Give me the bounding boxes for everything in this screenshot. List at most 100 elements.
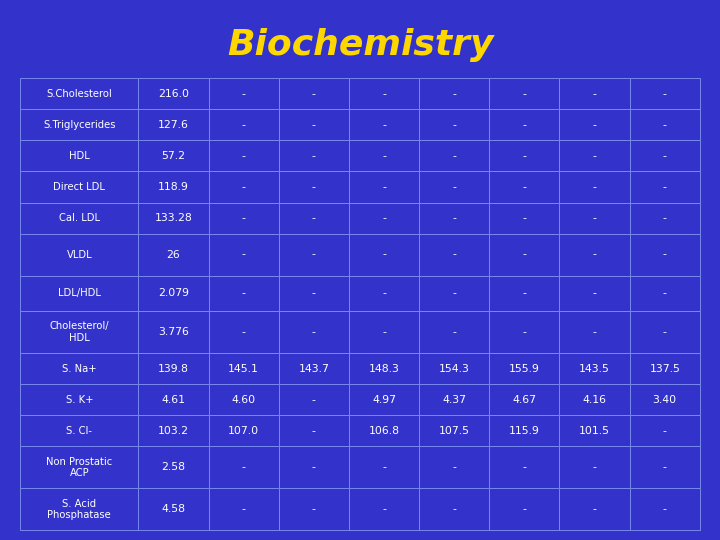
Text: 155.9: 155.9 (509, 364, 540, 374)
Bar (419, 172, 490, 202)
Text: S.Cholesterol: S.Cholesterol (46, 89, 112, 99)
Bar (419, 384, 490, 415)
Text: 115.9: 115.9 (509, 426, 540, 436)
Text: 103.2: 103.2 (158, 426, 189, 436)
Text: -: - (452, 504, 456, 514)
Text: -: - (242, 213, 246, 223)
Text: -: - (242, 89, 246, 99)
Text: -: - (452, 120, 456, 130)
Text: 3.776: 3.776 (158, 327, 189, 338)
Bar (209, 202, 279, 234)
Bar (559, 140, 630, 172)
Text: -: - (593, 182, 596, 192)
Text: Cal. LDL: Cal. LDL (59, 213, 100, 223)
Text: -: - (312, 249, 316, 260)
Text: -: - (593, 213, 596, 223)
Bar (630, 488, 700, 530)
Bar (20, 275, 138, 311)
Text: -: - (312, 426, 316, 436)
Text: 3.40: 3.40 (653, 395, 677, 405)
Bar (490, 110, 559, 140)
Bar (138, 384, 209, 415)
Bar (559, 172, 630, 202)
Text: -: - (523, 213, 526, 223)
Bar (279, 415, 349, 447)
Bar (419, 140, 490, 172)
Text: 4.16: 4.16 (582, 395, 606, 405)
Text: -: - (663, 89, 667, 99)
Bar (349, 384, 419, 415)
Text: -: - (593, 89, 596, 99)
Text: HDL: HDL (69, 151, 90, 161)
Bar (349, 78, 419, 110)
Bar (20, 353, 138, 384)
Bar (349, 275, 419, 311)
Text: -: - (382, 462, 386, 472)
Text: -: - (312, 182, 316, 192)
Bar (419, 311, 490, 353)
Bar (138, 140, 209, 172)
Bar (490, 202, 559, 234)
Text: -: - (593, 151, 596, 161)
Text: 2.58: 2.58 (161, 462, 186, 472)
Bar (20, 110, 138, 140)
Text: -: - (593, 504, 596, 514)
Text: 4.60: 4.60 (232, 395, 256, 405)
Text: -: - (312, 213, 316, 223)
Bar (279, 275, 349, 311)
Bar (349, 447, 419, 488)
Text: -: - (523, 327, 526, 338)
Bar (349, 353, 419, 384)
Bar (630, 202, 700, 234)
Bar (138, 202, 209, 234)
Text: -: - (593, 249, 596, 260)
Text: S. K+: S. K+ (66, 395, 93, 405)
Bar (209, 140, 279, 172)
Text: -: - (312, 395, 316, 405)
Bar (279, 488, 349, 530)
Text: -: - (663, 249, 667, 260)
Text: -: - (452, 327, 456, 338)
Text: -: - (242, 288, 246, 299)
Bar (630, 415, 700, 447)
Bar (138, 234, 209, 275)
Bar (559, 110, 630, 140)
Text: S. Acid
Phosphatase: S. Acid Phosphatase (48, 498, 111, 520)
Bar (559, 353, 630, 384)
Bar (349, 140, 419, 172)
Bar (209, 275, 279, 311)
Text: -: - (312, 462, 316, 472)
Text: S.Triglycerides: S.Triglycerides (43, 120, 115, 130)
Bar (419, 234, 490, 275)
Bar (419, 275, 490, 311)
Text: 148.3: 148.3 (369, 364, 400, 374)
Text: 133.28: 133.28 (155, 213, 192, 223)
Bar (630, 234, 700, 275)
Text: 118.9: 118.9 (158, 182, 189, 192)
Bar (490, 488, 559, 530)
Bar (138, 488, 209, 530)
Bar (419, 488, 490, 530)
Bar (490, 234, 559, 275)
Bar (419, 415, 490, 447)
Bar (490, 384, 559, 415)
Bar (209, 488, 279, 530)
Text: -: - (523, 182, 526, 192)
Bar (490, 447, 559, 488)
Bar (20, 234, 138, 275)
Bar (490, 78, 559, 110)
Text: -: - (382, 327, 386, 338)
Bar (138, 353, 209, 384)
Bar (559, 275, 630, 311)
Text: -: - (242, 462, 246, 472)
Text: Cholesterol/
HDL: Cholesterol/ HDL (50, 321, 109, 343)
Bar (279, 110, 349, 140)
Bar (20, 488, 138, 530)
Text: 2.079: 2.079 (158, 288, 189, 299)
Bar (138, 447, 209, 488)
Text: -: - (312, 151, 316, 161)
Bar (349, 234, 419, 275)
Bar (349, 110, 419, 140)
Text: 4.97: 4.97 (372, 395, 396, 405)
Text: -: - (523, 120, 526, 130)
